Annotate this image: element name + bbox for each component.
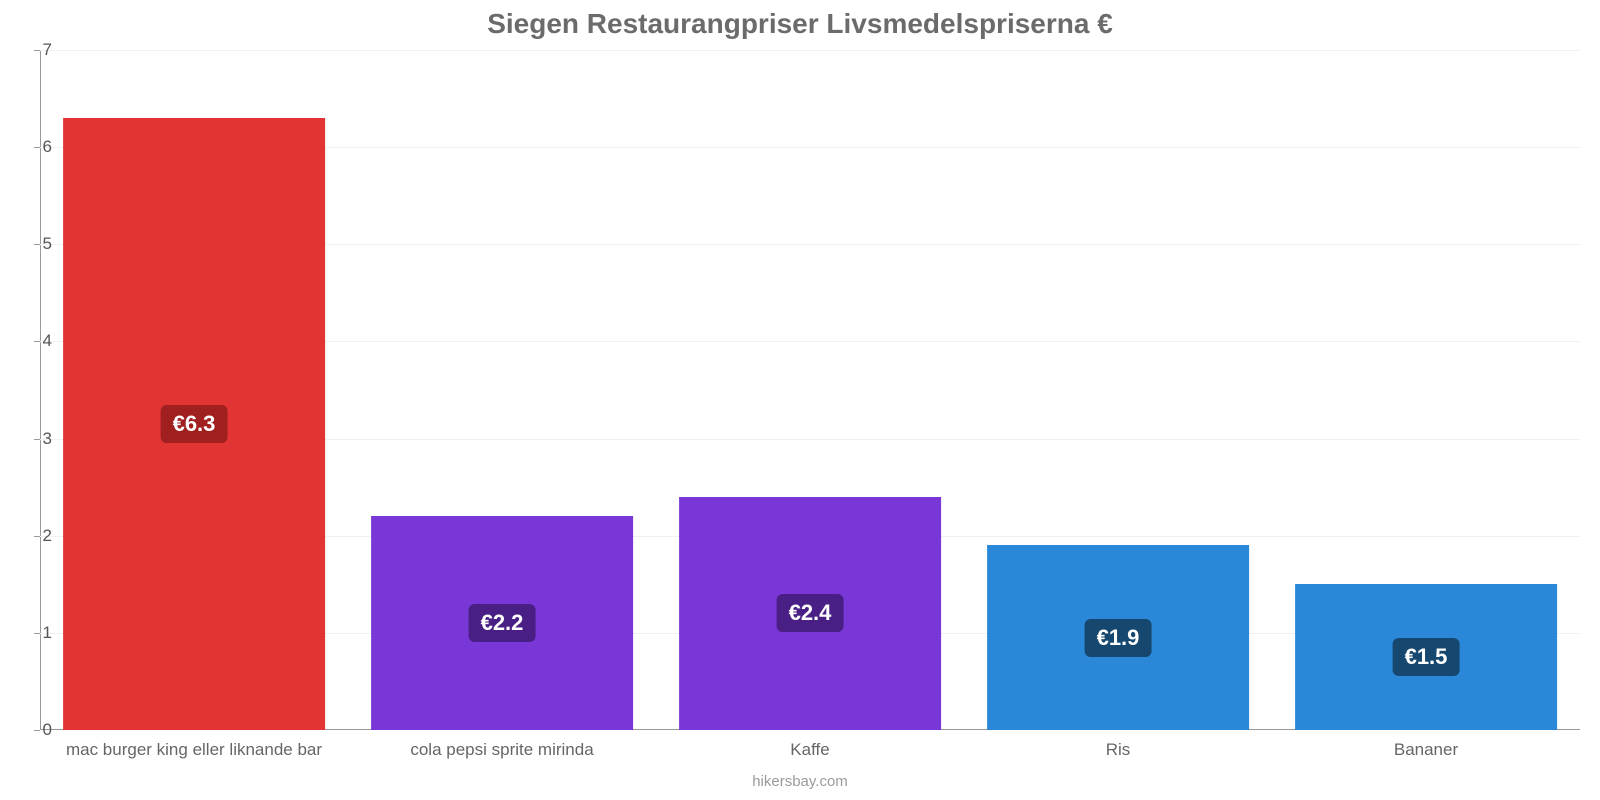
price-chart: Siegen Restaurangpriser Livsmedelspriser… [0,0,1600,800]
value-badge: €1.5 [1393,638,1460,676]
bar-slot: €1.9Ris [964,50,1272,730]
x-axis-label: mac burger king eller liknande bar [66,740,322,760]
chart-title: Siegen Restaurangpriser Livsmedelspriser… [0,8,1600,40]
x-axis-label: cola pepsi sprite mirinda [410,740,593,760]
x-axis-label: Ris [1106,740,1131,760]
y-tick-label: 4 [43,331,52,351]
bar-slot: €1.5Bananer [1272,50,1580,730]
value-badge: €2.2 [469,604,536,642]
x-axis-label: Bananer [1394,740,1458,760]
x-axis-label: Kaffe [790,740,829,760]
bar-slot: €2.4Kaffe [656,50,964,730]
value-badge: €2.4 [777,594,844,632]
y-tick-label: 6 [43,137,52,157]
y-tick-label: 7 [43,40,52,60]
y-tick-label: 5 [43,234,52,254]
y-tick-label: 1 [43,623,52,643]
plot-area: €6.3mac burger king eller liknande bar€2… [40,50,1580,730]
y-tick-label: 3 [43,429,52,449]
value-badge: €1.9 [1085,619,1152,657]
bar-slot: €2.2cola pepsi sprite mirinda [348,50,656,730]
y-tick-label: 0 [43,720,52,740]
source-text: hikersbay.com [0,773,1600,790]
bar-slot: €6.3mac burger king eller liknande bar [40,50,348,730]
value-badge: €6.3 [161,405,228,443]
y-tick [34,730,40,731]
y-tick-label: 2 [43,526,52,546]
